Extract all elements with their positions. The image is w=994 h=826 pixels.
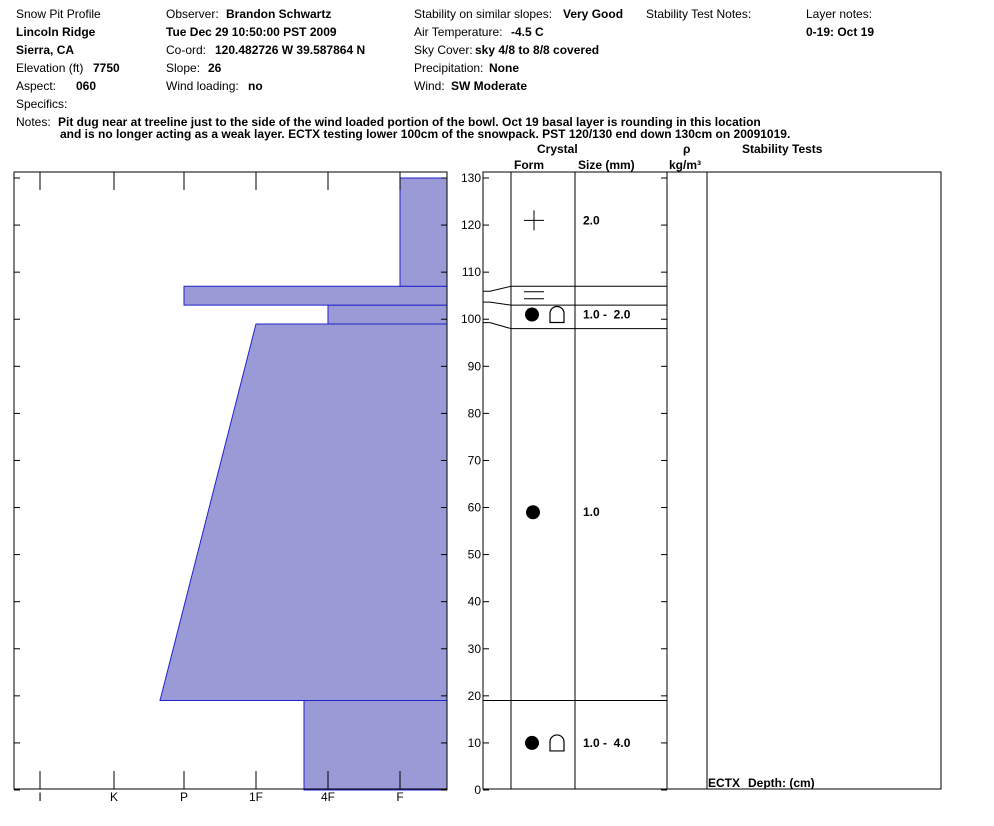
aspect-label: Aspect: xyxy=(16,79,57,93)
sky-cover-label: Sky Cover: xyxy=(414,43,473,57)
faceted-rounded-icon xyxy=(549,305,565,324)
slope-value: 26 xyxy=(208,61,222,75)
stability-tests-header: Stability Tests xyxy=(742,142,823,156)
hardness-segment xyxy=(303,700,448,791)
hardness-segment xyxy=(327,304,448,325)
rounded-grain-icon xyxy=(525,307,539,322)
depth-label: Depth: (cm) xyxy=(748,776,815,790)
height-tick-label: 90 xyxy=(468,359,482,373)
faceted-rounded-icon xyxy=(549,734,565,752)
wind-loading-value: no xyxy=(248,79,263,93)
layer-boundaries xyxy=(483,285,667,702)
height-tick-label: 70 xyxy=(468,453,482,467)
rounded-grain-icon xyxy=(525,735,539,750)
height-tick-label: 60 xyxy=(468,501,482,515)
grain-size-label: 1.0 - 2.0 xyxy=(583,308,631,322)
test-result-label: ECTX xyxy=(708,776,741,790)
height-tick-label: 110 xyxy=(462,265,481,279)
hardness-tick-label: 4F xyxy=(321,790,335,804)
observer-value: Brandon Schwartz xyxy=(226,7,332,21)
grain-size-label: 2.0 xyxy=(583,213,600,227)
region-name: Sierra, CA xyxy=(16,43,75,57)
hardness-tick-label: K xyxy=(110,790,118,804)
hardness-tick-label: 1F xyxy=(249,790,263,804)
precip-value: None xyxy=(489,61,519,75)
air-temp-label: Air Temperature: xyxy=(414,25,503,39)
coord-value: 120.482726 W 39.587864 N xyxy=(215,43,366,57)
stability-value: Very Good xyxy=(563,7,624,21)
air-temp-value: -4.5 C xyxy=(511,25,544,39)
wind-loading-label: Wind loading: xyxy=(166,79,239,93)
aspect-value: 060 xyxy=(76,79,97,93)
wind-label: Wind: xyxy=(414,79,445,93)
rounded-grain-icon xyxy=(526,505,540,520)
hardness-profile xyxy=(159,177,448,791)
notes-label: Notes: xyxy=(16,115,51,129)
elevation-value: 7750 xyxy=(93,61,120,75)
layer-boundary-line xyxy=(483,322,667,330)
crystal-header: Crystal xyxy=(537,142,578,156)
height-tick-label: 130 xyxy=(461,171,481,185)
location-name: Lincoln Ridge xyxy=(16,25,96,39)
coord-label: Co-ord: xyxy=(166,43,207,57)
grain-size-label: 1.0 - 4.0 xyxy=(583,736,631,750)
hardness-segment xyxy=(183,285,448,306)
height-tick-label: 80 xyxy=(468,406,482,420)
density-symbol: ρ xyxy=(683,142,691,156)
layer-notes-label: Layer notes: xyxy=(806,7,873,21)
notes-line-1: Pit dug near at treeline just to the sid… xyxy=(58,115,761,129)
layer-boundary-line xyxy=(483,301,667,306)
plot-frames xyxy=(13,171,942,790)
profile-title: Snow Pit Profile xyxy=(16,7,101,21)
stability-notes-label: Stability Test Notes: xyxy=(646,7,752,21)
height-tick-label: 40 xyxy=(468,595,482,609)
hardness-tick-label: I xyxy=(38,790,41,804)
layer-boundary-line xyxy=(483,285,667,292)
observation-datetime: Tue Dec 29 10:50:00 PST 2009 xyxy=(166,25,337,39)
height-tick-label: 20 xyxy=(468,689,482,703)
hardness-axis: I K P 1F 4F F xyxy=(38,172,404,804)
grain-size-label: 1.0 xyxy=(583,505,600,519)
height-tick-label: 10 xyxy=(468,736,482,750)
height-axis: 0 10 20 30 40 50 60 70 80 90 100 110 120 130 xyxy=(14,171,667,797)
hardness-tick-label: F xyxy=(396,790,403,804)
observer-label: Observer: xyxy=(166,7,219,21)
layer-notes-value: 0-19: Oct 19 xyxy=(806,25,875,39)
hardness-tick-label: P xyxy=(180,790,188,804)
stability-label: Stability on similar slopes: xyxy=(414,7,553,21)
density-unit: kg/m³ xyxy=(669,158,702,172)
hardness-segment xyxy=(159,323,448,702)
sky-cover-value: sky 4/8 to 8/8 covered xyxy=(475,43,600,57)
size-header: Size (mm) xyxy=(578,158,635,172)
height-tick-label: 0 xyxy=(474,783,481,797)
specifics-label: Specifics: xyxy=(16,97,68,111)
height-tick-label: 100 xyxy=(461,312,481,326)
wind-value: SW Moderate xyxy=(451,79,528,93)
elevation-label: Elevation (ft) xyxy=(16,61,84,75)
crystal-layers: 2.0 1.0 - 2.0 1.0 1.0 - 4.0 xyxy=(524,210,631,752)
notes-line-2: and is no longer acting as a weak layer.… xyxy=(60,127,791,141)
form-header: Form xyxy=(514,158,544,172)
height-tick-label: 120 xyxy=(461,218,481,232)
height-tick-label: 30 xyxy=(468,642,482,656)
height-tick-label: 50 xyxy=(468,548,482,562)
precip-label: Precipitation: xyxy=(414,61,484,75)
slope-label: Slope: xyxy=(166,61,201,75)
hardness-segment xyxy=(399,177,448,287)
